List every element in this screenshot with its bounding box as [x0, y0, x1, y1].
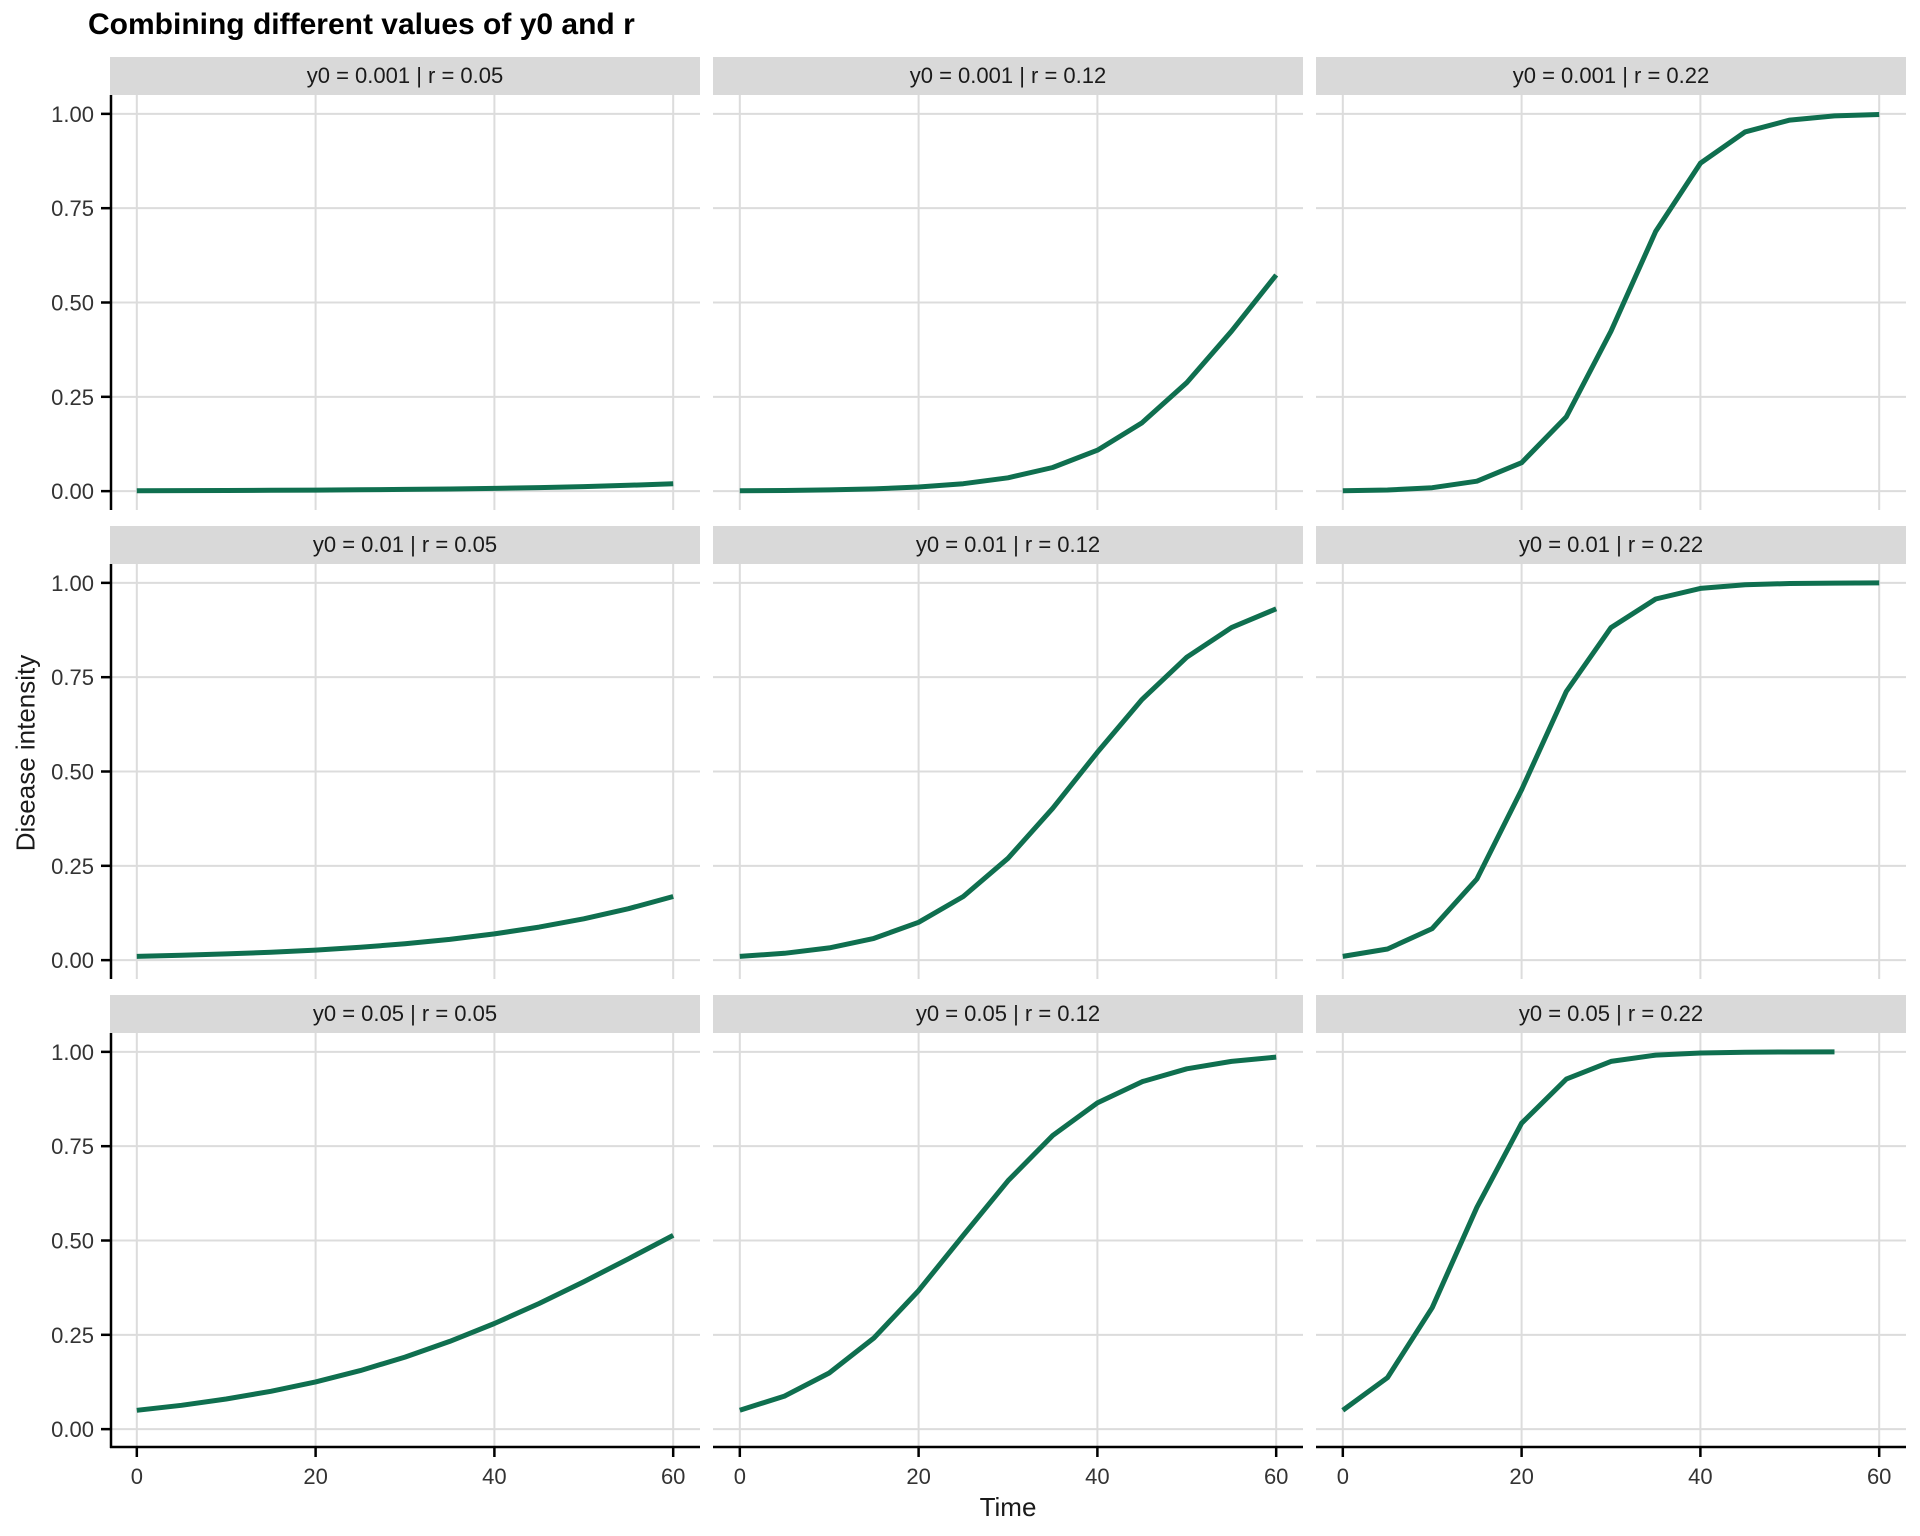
facet-y0-001-r-022: y0 = 0.01 | r = 0.22 [1316, 526, 1906, 979]
facet-strip-label: y0 = 0.01 | r = 0.12 [915, 532, 1101, 557]
y-tick-label: 0.00 [51, 1417, 94, 1442]
x-tick-label: 40 [1688, 1464, 1712, 1489]
y-tick-label: 1.00 [51, 571, 94, 596]
y-tick-label: 0.25 [51, 854, 94, 879]
facet-panel: 0.00 0.25 0.50 0.75 1.00 0 20 40 60 [51, 1033, 700, 1489]
facet-strip-label: y0 = 0.001 | r = 0.05 [306, 63, 504, 88]
facet-strip-label: y0 = 0.01 | r = 0.22 [1518, 532, 1704, 557]
facet-y0-0001-r-005: y0 = 0.001 | r = 0.05 0.00 0.25 0.50 0.75 1.… [51, 57, 700, 510]
facet-strip: y0 = 0.01 | r = 0.05 [110, 526, 700, 564]
facet-panel [1316, 564, 1906, 979]
facet-panel [713, 95, 1303, 510]
facet-strip-label: y0 = 0.001 | r = 0.22 [1512, 63, 1710, 88]
facet-y0-005-r-005: y0 = 0.05 | r = 0.05 0.00 0.25 0.50 0.75 1.0… [51, 995, 700, 1489]
facet-strip: y0 = 0.05 | r = 0.05 [110, 995, 700, 1033]
y-axis-title: Disease intensity [10, 654, 41, 851]
y-tick-label: 0.75 [51, 1134, 94, 1159]
y-tick-label: 1.00 [51, 1040, 94, 1065]
x-tick-label: 20 [906, 1464, 930, 1489]
x-tick-label: 40 [1085, 1464, 1109, 1489]
x-tick-label: 40 [482, 1464, 506, 1489]
facet-y0-0001-r-022: y0 = 0.001 | r = 0.22 [1316, 57, 1906, 510]
disease-progress-curve [739, 273, 1279, 494]
disease-progress-curve [739, 1054, 1277, 1413]
facet-panel: 0 20 40 60 [713, 1033, 1303, 1489]
facet-y0-005-r-012: y0 = 0.05 | r = 0.12 0 20 40 60 [713, 995, 1303, 1489]
facet-strip: y0 = 0.001 | r = 0.22 [1316, 57, 1906, 95]
y-tick-label: 0.25 [51, 1323, 94, 1348]
disease-progress-curve [136, 894, 674, 959]
disease-progress-curve [1342, 580, 1880, 959]
facet-panel: 0.00 0.25 0.50 0.75 1.00 [51, 564, 700, 979]
facet-strip: y0 = 0.05 | r = 0.12 [713, 995, 1303, 1033]
facet-panel: 0 20 40 60 [1316, 1033, 1906, 1489]
y-tick-label: 0.00 [51, 479, 94, 504]
plot-title: Combining different values of y0 and r [88, 8, 635, 41]
disease-progress-curve [1341, 1049, 1835, 1413]
facet-strip: y0 = 0.05 | r = 0.22 [1316, 995, 1906, 1033]
facet-strip: y0 = 0.001 | r = 0.12 [713, 57, 1303, 95]
x-tick-label: 60 [661, 1464, 685, 1489]
x-tick-label: 20 [1509, 1464, 1533, 1489]
facet-y0-001-r-005: y0 = 0.01 | r = 0.05 0.00 0.25 0.50 0.75 1.0… [51, 526, 700, 979]
y-tick-label: 0.00 [51, 948, 94, 973]
facet-y0-005-r-022: y0 = 0.05 | r = 0.22 0 20 40 60 [1316, 995, 1906, 1489]
y-tick-label: 0.50 [51, 291, 94, 316]
x-tick-label: 60 [1264, 1464, 1288, 1489]
facet-panel [1316, 95, 1906, 510]
facet-strip-label: y0 = 0.05 | r = 0.22 [1518, 1001, 1704, 1026]
facet-strip: y0 = 0.01 | r = 0.22 [1316, 526, 1906, 564]
y-tick-label: 0.75 [51, 196, 94, 221]
disease-progress-curve [136, 481, 674, 494]
x-tick-label: 0 [131, 1464, 143, 1489]
y-tick-label: 0.50 [51, 760, 94, 785]
y-tick-label: 0.75 [51, 665, 94, 690]
disease-progress-curve [1342, 112, 1880, 494]
facet-strip-label: y0 = 0.01 | r = 0.05 [312, 532, 498, 557]
x-tick-label: 60 [1867, 1464, 1891, 1489]
facet-panel [713, 564, 1303, 979]
x-tick-label: 20 [303, 1464, 327, 1489]
y-tick-label: 0.25 [51, 385, 94, 410]
facet-strip-label: y0 = 0.001 | r = 0.12 [909, 63, 1107, 88]
facet-panel: 0.00 0.25 0.50 0.75 1.00 [51, 95, 700, 510]
y-axis-title-area: Disease intensity [0, 57, 52, 1448]
facet-y0-001-r-012: y0 = 0.01 | r = 0.12 [713, 526, 1303, 979]
y-tick-label: 0.50 [51, 1229, 94, 1254]
facet-strip: y0 = 0.001 | r = 0.05 [110, 57, 700, 95]
x-axis-title: Time [979, 1492, 1037, 1522]
disease-progress-curve [739, 606, 1278, 959]
y-tick-label: 1.00 [51, 102, 94, 127]
facet-y0-0001-r-012: y0 = 0.001 | r = 0.12 [713, 57, 1303, 510]
x-tick-label: 0 [1337, 1464, 1349, 1489]
disease-progress-curve [136, 1233, 675, 1413]
facet-strip-label: y0 = 0.05 | r = 0.12 [915, 1001, 1101, 1026]
x-tick-label: 0 [734, 1464, 746, 1489]
facet-strip-label: y0 = 0.05 | r = 0.05 [312, 1001, 498, 1026]
facet-strip: y0 = 0.01 | r = 0.12 [713, 526, 1303, 564]
